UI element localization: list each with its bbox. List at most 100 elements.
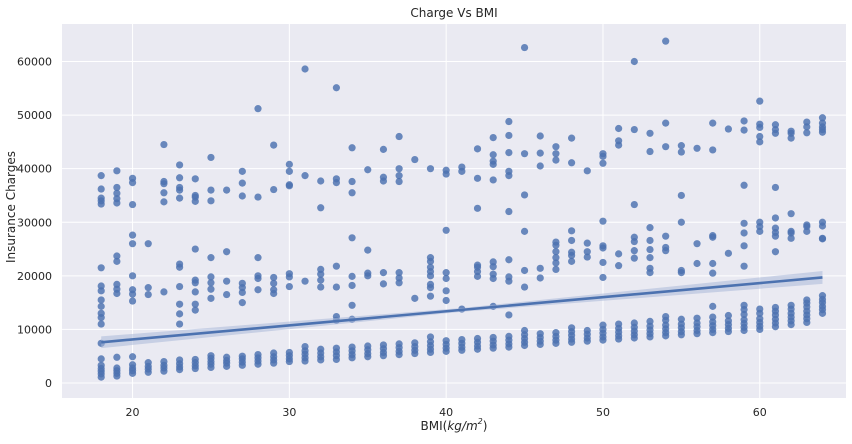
data-point (458, 163, 466, 171)
data-point (505, 131, 513, 140)
data-point (317, 276, 325, 284)
data-point (693, 314, 701, 322)
data-point (254, 105, 262, 113)
data-point (787, 210, 795, 218)
data-point (411, 155, 419, 164)
data-point (254, 286, 262, 294)
data-point (756, 132, 764, 141)
data-point (740, 126, 748, 134)
data-point (128, 272, 137, 280)
x-tick-label: 40 (439, 406, 453, 419)
data-point (348, 272, 356, 280)
data-point (756, 315, 764, 323)
data-point (332, 175, 340, 183)
data-point (536, 162, 544, 170)
data-point (270, 273, 278, 282)
data-point (317, 204, 325, 212)
data-point (818, 292, 827, 300)
data-point (379, 173, 388, 181)
data-point (520, 283, 529, 291)
data-point (254, 350, 262, 359)
data-point (176, 320, 184, 328)
data-point (144, 290, 152, 299)
data-point (254, 272, 262, 280)
data-point (473, 334, 482, 343)
data-point (285, 282, 293, 291)
data-point (238, 167, 246, 175)
data-point (128, 353, 137, 361)
data-point (301, 277, 309, 285)
data-point (364, 166, 372, 174)
data-point (379, 280, 388, 288)
data-point (207, 279, 215, 287)
data-point (740, 301, 748, 309)
data-point (207, 186, 215, 194)
data-point (270, 279, 278, 287)
data-point (223, 186, 231, 194)
y-axis-label: Insurance Charges (4, 151, 18, 263)
data-point (724, 317, 733, 325)
data-point (662, 119, 670, 127)
data-point (552, 150, 560, 158)
data-point (223, 277, 231, 285)
x-tick-label: 60 (753, 406, 767, 419)
data-point (176, 300, 184, 308)
data-point (207, 153, 215, 162)
data-point (724, 125, 733, 133)
data-point (348, 281, 356, 290)
data-point (317, 265, 325, 274)
data-point (489, 157, 497, 165)
data-point (317, 283, 325, 291)
data-point (489, 133, 497, 142)
data-point (238, 192, 246, 200)
data-point (646, 245, 654, 254)
y-tick-label: 0 (45, 377, 52, 390)
data-point (740, 262, 748, 270)
y-tick-label: 30000 (17, 216, 52, 229)
data-point (489, 176, 497, 184)
data-point (442, 287, 450, 295)
data-point (144, 359, 152, 367)
data-point (348, 144, 356, 152)
data-point (128, 361, 137, 369)
y-tick-label: 40000 (17, 163, 52, 176)
data-point (176, 174, 184, 182)
data-point (803, 221, 811, 229)
data-point (599, 150, 607, 158)
y-tick-label: 50000 (17, 109, 52, 122)
data-point (176, 183, 184, 192)
data-point (489, 333, 497, 342)
data-point (191, 288, 199, 296)
data-point (583, 248, 591, 256)
data-point (630, 200, 638, 209)
data-point (160, 198, 168, 206)
data-point (787, 127, 795, 135)
data-point (270, 349, 278, 357)
data-point (97, 361, 105, 369)
data-point (568, 236, 576, 245)
data-point (709, 259, 717, 268)
data-point (662, 37, 670, 45)
data-point (301, 65, 309, 73)
data-point (662, 143, 670, 151)
data-point (646, 224, 654, 232)
data-point (191, 355, 199, 364)
data-point (332, 262, 340, 270)
data-point (489, 151, 497, 159)
data-point (740, 229, 748, 237)
data-point (113, 257, 121, 265)
data-point (583, 253, 591, 261)
data-point (144, 240, 152, 248)
data-point (379, 145, 388, 153)
data-point (113, 183, 121, 192)
data-point (677, 315, 685, 323)
data-point (426, 280, 435, 289)
data-point (285, 181, 293, 189)
data-point (709, 146, 717, 154)
data-point (270, 286, 278, 294)
data-point (176, 161, 184, 169)
x-tick-labels: 20 30 40 50 60 (126, 406, 767, 419)
data-point (426, 333, 435, 341)
data-point (442, 337, 450, 345)
data-point (740, 316, 748, 324)
